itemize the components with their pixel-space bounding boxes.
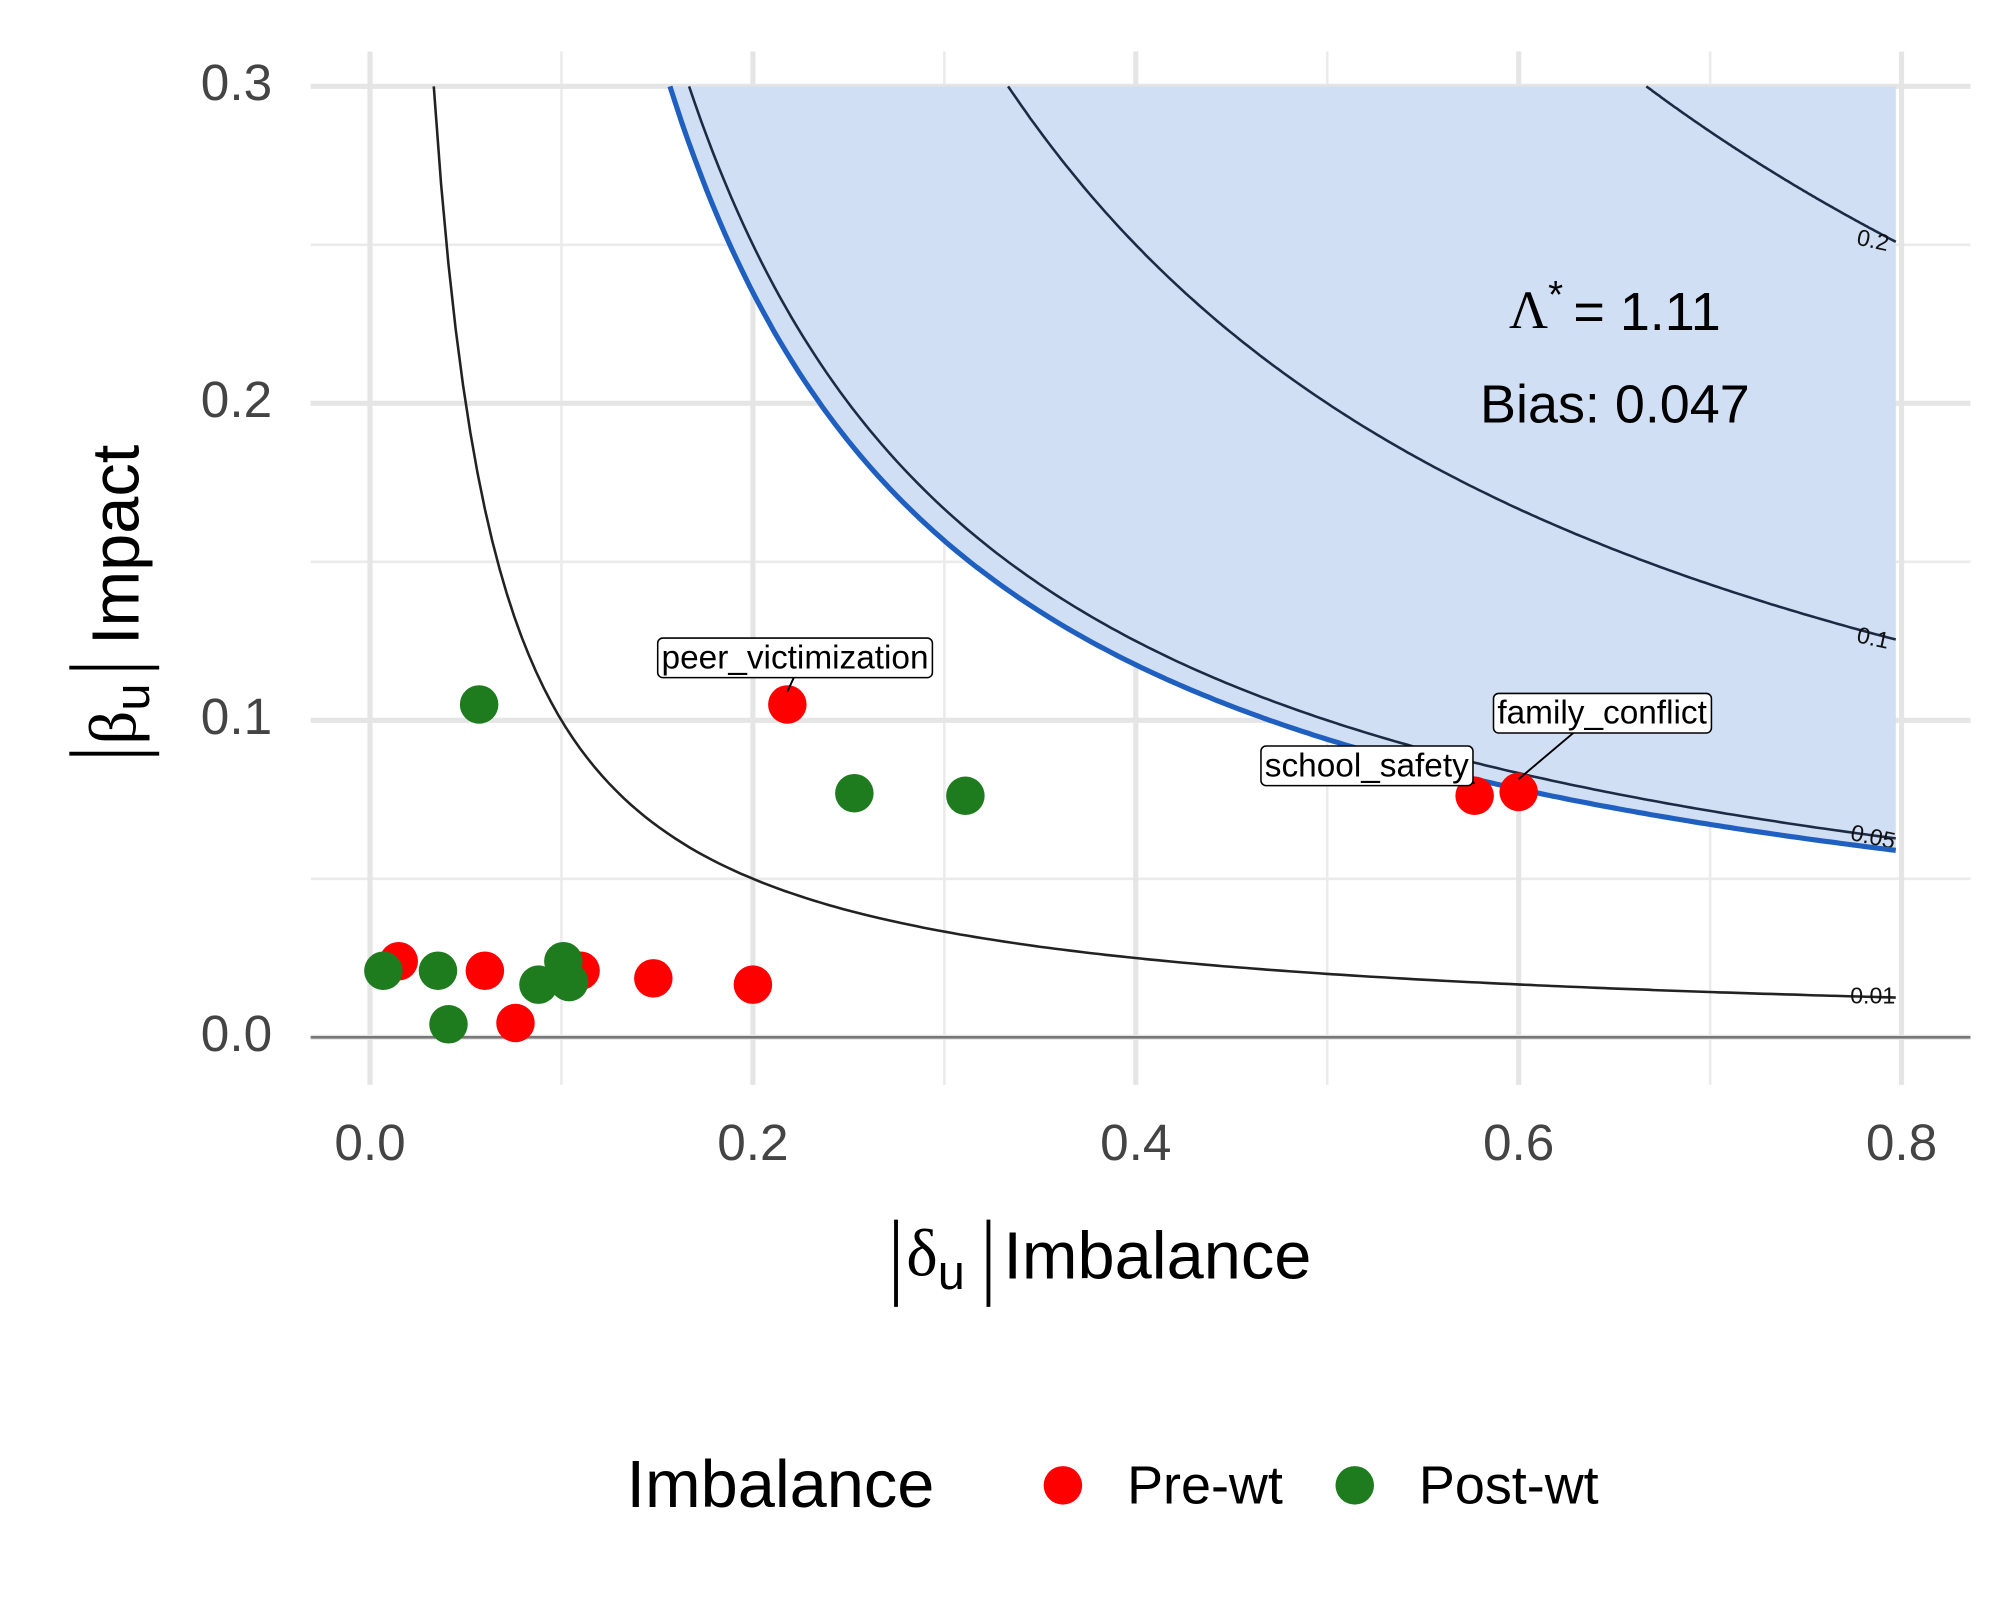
x-axis-title: δu Imbalance bbox=[906, 1218, 1311, 1300]
point-label-box bbox=[1260, 745, 1474, 787]
legend-label: Pre-wt bbox=[1127, 1455, 1283, 1515]
risk-region bbox=[669, 86, 1896, 851]
x-title-symbol: δ bbox=[906, 1218, 937, 1291]
point bbox=[733, 965, 773, 1004]
y-title-symbol: β bbox=[78, 711, 151, 745]
point bbox=[429, 1005, 468, 1044]
y-title-sub: u bbox=[106, 684, 160, 711]
point-label-box bbox=[1492, 692, 1713, 734]
annotation: Λ* = 1.11 bbox=[1509, 274, 1721, 342]
point bbox=[465, 951, 505, 990]
legend-swatch bbox=[1335, 1466, 1374, 1505]
point bbox=[946, 776, 985, 815]
x-title-text: Imbalance bbox=[1003, 1219, 1311, 1293]
point-label: family_conflict bbox=[1497, 695, 1707, 732]
point bbox=[634, 959, 673, 998]
y-axis-title-group: βu Impact bbox=[69, 444, 160, 756]
point bbox=[418, 951, 458, 990]
contour-label: 0.01 bbox=[1850, 983, 1895, 1009]
annotation-symbol: Λ bbox=[1509, 280, 1548, 340]
y-tick-label: 0.1 bbox=[201, 688, 272, 745]
contour-line bbox=[1645, 85, 1897, 243]
point-label: peer_victimization bbox=[662, 639, 929, 676]
point bbox=[364, 951, 403, 990]
y-title-text: Impact bbox=[79, 444, 153, 645]
point bbox=[835, 773, 874, 813]
contour-label: 0.2 bbox=[1855, 224, 1892, 256]
x-tick-label: 0.6 bbox=[1483, 1114, 1554, 1171]
annotation-sup: * bbox=[1548, 274, 1563, 317]
threshold-line bbox=[667, 85, 1897, 853]
x-tick-label: 0.0 bbox=[334, 1114, 405, 1171]
y-tick-label: 0.2 bbox=[201, 371, 272, 428]
point bbox=[1499, 772, 1538, 812]
point bbox=[459, 685, 499, 724]
contour-label: 0.1 bbox=[1855, 622, 1892, 654]
contour-line bbox=[432, 86, 1896, 999]
point bbox=[519, 965, 558, 1004]
y-tick-label: 0.0 bbox=[201, 1005, 272, 1062]
x-tick-label: 0.8 bbox=[1866, 1114, 1937, 1171]
y-axis-title: βu Impact bbox=[78, 444, 160, 744]
label-leader bbox=[1518, 729, 1578, 780]
annotation-text: = 1.11 bbox=[1573, 282, 1720, 342]
legend-swatch bbox=[1043, 1466, 1083, 1505]
x-tick-label: 0.4 bbox=[1100, 1114, 1171, 1171]
point bbox=[496, 1003, 535, 1043]
contour-line bbox=[1007, 85, 1897, 641]
point bbox=[768, 685, 807, 724]
x-title-sub: u bbox=[938, 1246, 965, 1300]
point bbox=[544, 941, 583, 981]
x-tick-label: 0.2 bbox=[717, 1114, 788, 1171]
y-tick-label: 0.3 bbox=[201, 54, 272, 111]
legend-label: Post-wt bbox=[1419, 1455, 1599, 1515]
contour-line bbox=[687, 85, 1896, 840]
point-label-box bbox=[656, 637, 934, 679]
legend-title: Imbalance bbox=[626, 1448, 934, 1522]
bias-label: Bias: 0.047 bbox=[1480, 375, 1750, 435]
point-label: school_safety bbox=[1265, 747, 1469, 784]
